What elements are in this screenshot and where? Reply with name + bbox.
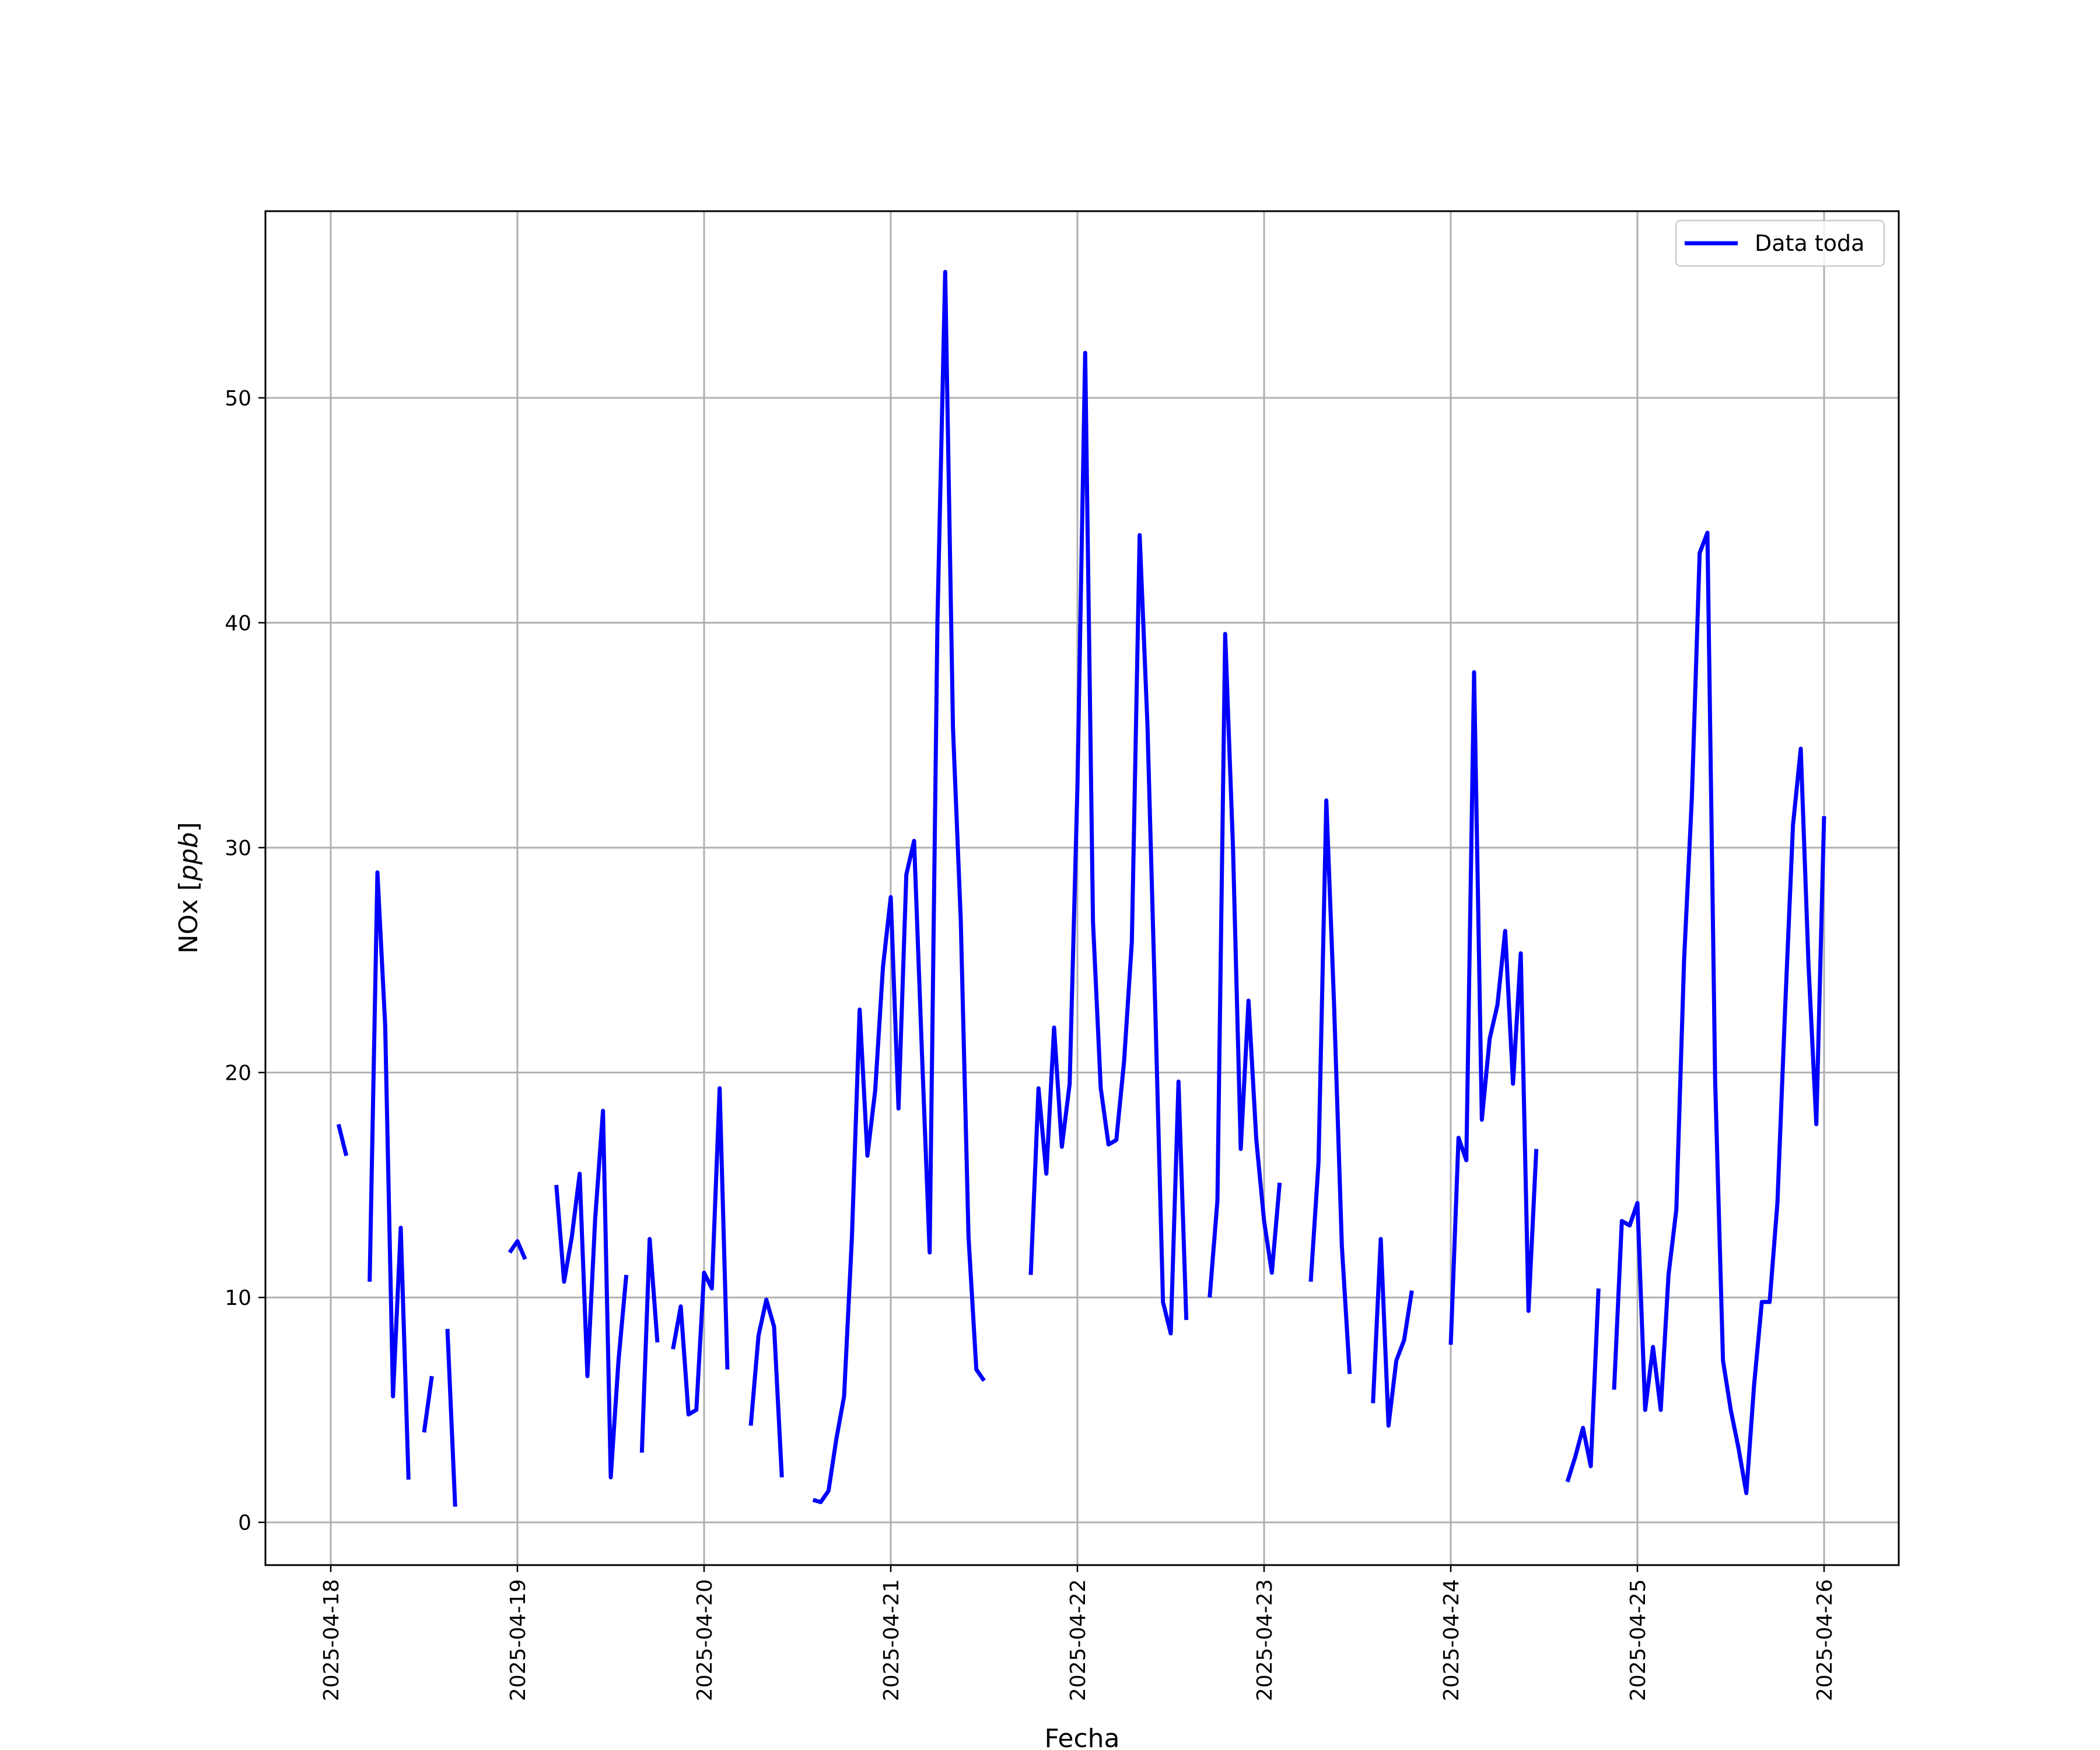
series-line-segment (508, 1239, 527, 1261)
series-line-segment (445, 1329, 457, 1507)
x-tick-label: 2025-04-24 (1440, 1579, 1464, 1701)
x-tick-label: 2025-04-19 (506, 1579, 530, 1701)
series-line-segment (336, 1124, 349, 1157)
y-tick-label: 50 (225, 387, 251, 411)
y-tick-label: 10 (225, 1286, 251, 1310)
series-line-segment (671, 1086, 730, 1417)
series-data-toda (336, 270, 1826, 1507)
series-line-segment (748, 1297, 784, 1478)
x-tick-label: 2025-04-20 (693, 1579, 717, 1701)
series-line-segment (1308, 798, 1352, 1374)
x-tick-label: 2025-04-23 (1253, 1579, 1277, 1701)
series-line-segment (1028, 351, 1189, 1336)
x-tick-label: 2025-04-18 (320, 1579, 344, 1701)
series-line-segment (812, 270, 986, 1504)
legend-label: Data toda (1755, 230, 1864, 256)
x-tick-label: 2025-04-26 (1813, 1579, 1837, 1701)
series-line-segment (422, 1376, 434, 1433)
y-axis-label: NOx [ppb] (174, 822, 204, 954)
series-line-segment (554, 1108, 629, 1480)
y-tick-label: 30 (225, 836, 251, 860)
y-axis-label-unit: ppb (174, 832, 204, 881)
y-tick-label: 20 (225, 1062, 251, 1086)
series-line-segment (639, 1237, 660, 1453)
series-line-segment (1448, 670, 1539, 1345)
x-tick-label: 2025-04-25 (1626, 1579, 1650, 1701)
y-tick-label: 40 (225, 612, 251, 636)
axis-ticks: 2025-04-18 2025-04-19 2025-04-20 2025-04-21… (225, 387, 1837, 1701)
series-line-segment (1208, 632, 1282, 1298)
legend: Data toda (1675, 219, 1885, 267)
x-axis-label: Fecha (1044, 1724, 1119, 1750)
x-tick-label: 2025-04-22 (1066, 1579, 1090, 1701)
legend-box (1675, 219, 1885, 267)
series-line-segment (1565, 1288, 1601, 1483)
series-line-segment (1612, 530, 1826, 1496)
y-axis-label-text: NOx [ (174, 881, 204, 954)
plot-frame (264, 210, 1900, 1566)
y-axis-label-close: ] (174, 822, 204, 832)
series-line-segment (368, 870, 411, 1480)
y-tick-label: 0 (238, 1511, 251, 1535)
series-line-segment (1371, 1237, 1414, 1428)
x-tick-label: 2025-04-21 (880, 1579, 904, 1701)
